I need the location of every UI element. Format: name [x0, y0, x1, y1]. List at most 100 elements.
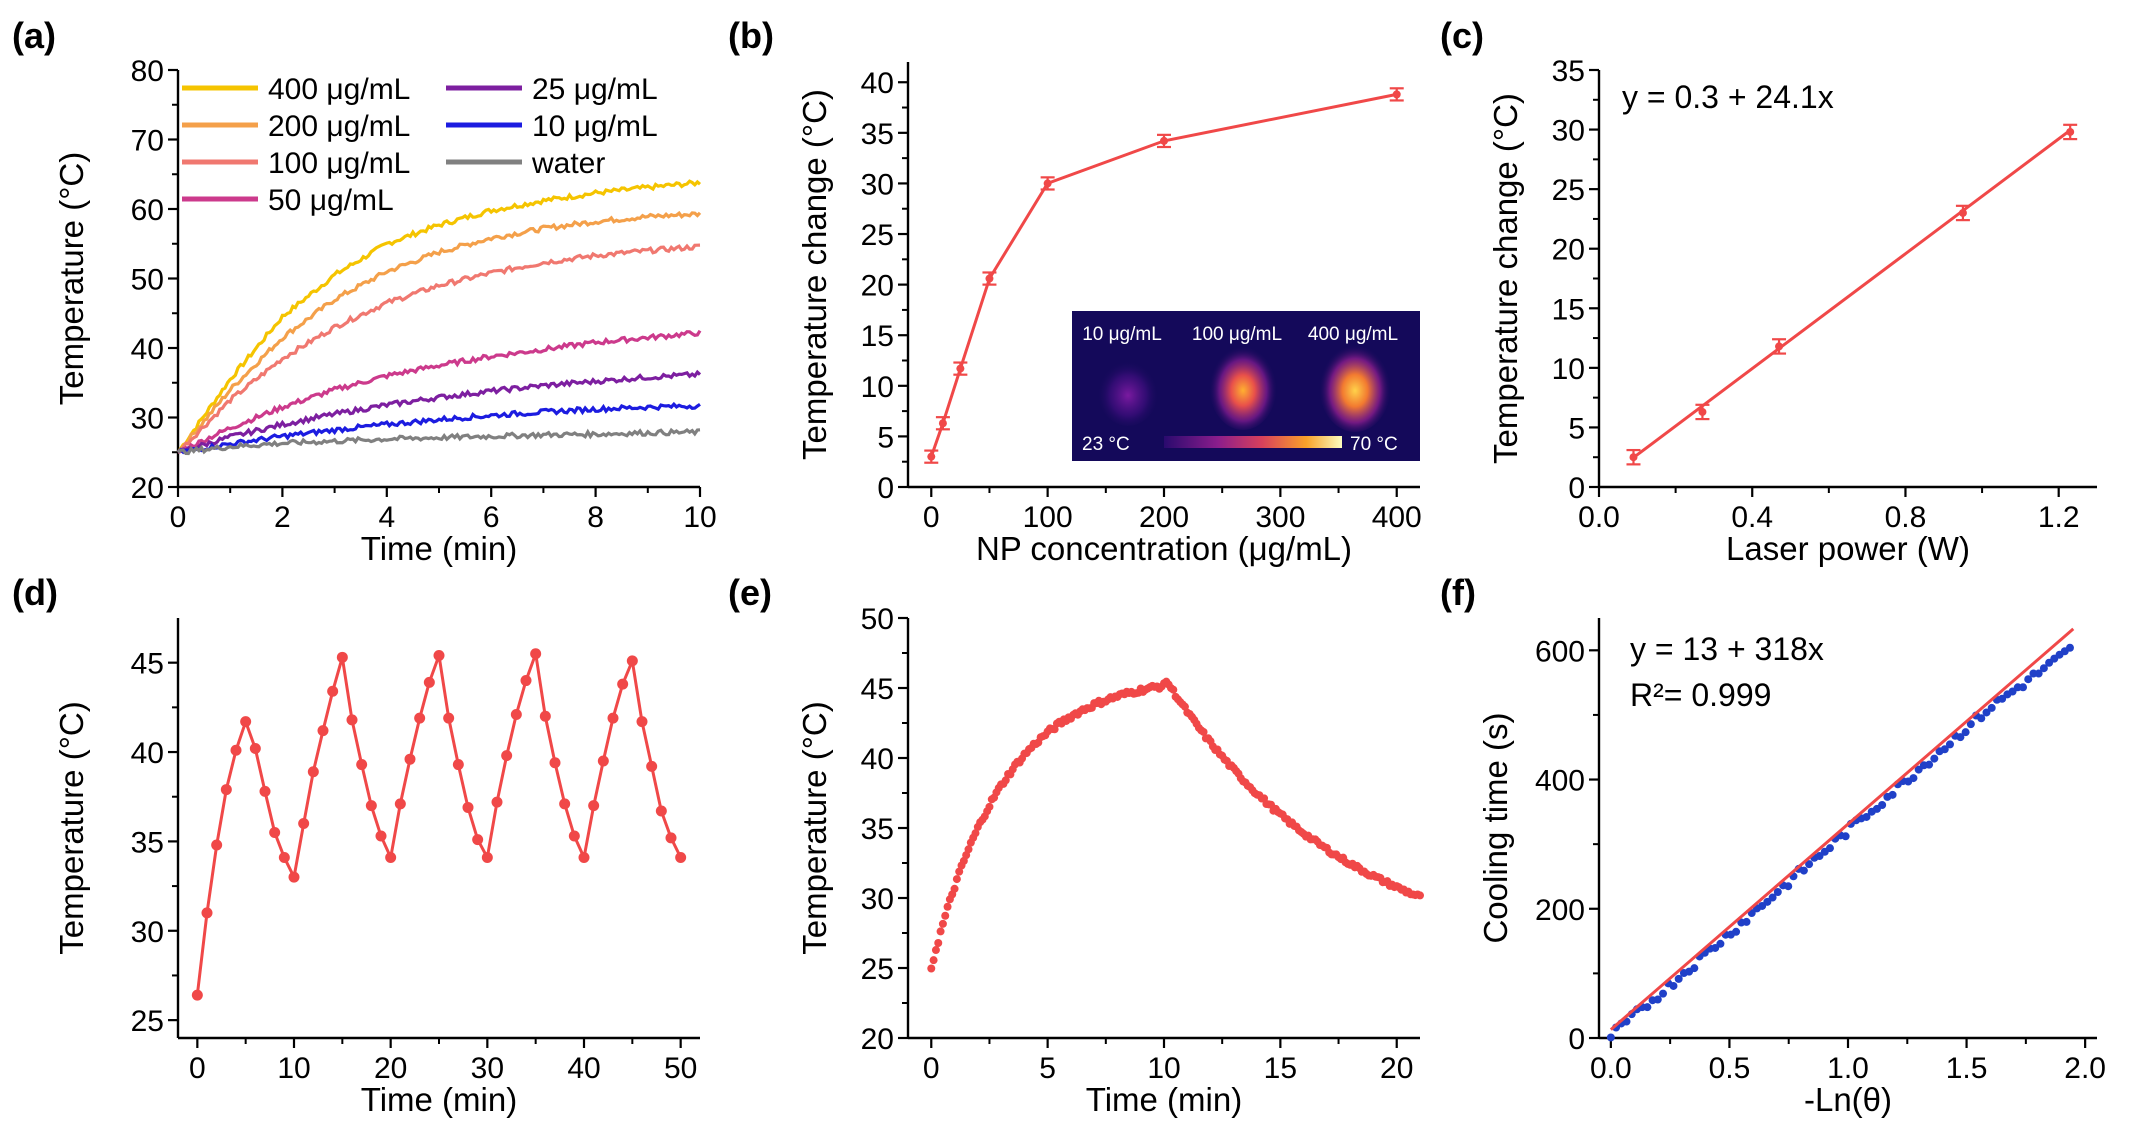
- thermal-inset: 10 μg/mL 100 μg/mL 400 μg/mL 23 °C 70 °C: [1072, 311, 1420, 461]
- data-point: [927, 452, 936, 461]
- y-tick-label: 50: [861, 603, 894, 636]
- y-tick-label: 10: [861, 371, 894, 404]
- data-point: [927, 964, 936, 973]
- series-line: [177, 329, 702, 454]
- y-tick-label: 40: [131, 737, 164, 770]
- x-tick-label: 300: [1255, 501, 1305, 534]
- data-point: [2039, 664, 2048, 673]
- data-point: [1653, 995, 1662, 1004]
- data-point: [597, 755, 609, 767]
- data-point: [1878, 800, 1887, 809]
- y-tick-label: 35: [1552, 55, 1585, 88]
- data-point: [259, 785, 271, 797]
- data-point: [404, 753, 416, 765]
- data-point: [501, 750, 513, 762]
- panel-f: 0.0 0.5 1.0 1.5 2.0 0 200 400 600 -Ln(θ) Cooling t…: [1440, 572, 2106, 1118]
- fit-equation: y = 0.3 + 24.1x: [1622, 79, 1834, 115]
- y-tick-label: 600: [1535, 635, 1585, 668]
- x-tick-label: 10: [1147, 1052, 1180, 1085]
- data-point: [636, 716, 648, 728]
- data-point: [1799, 866, 1808, 875]
- y-tick-label: 30: [131, 403, 164, 436]
- y-axis-label: Temperature change (°C): [796, 89, 833, 460]
- fit-line: [1609, 627, 2075, 1031]
- data-point: [936, 927, 945, 936]
- x-tick-label: 0: [923, 1052, 940, 1085]
- data-point: [211, 839, 223, 851]
- data-point: [423, 676, 435, 688]
- x-tick-label: 10: [277, 1052, 310, 1085]
- data-point: [230, 744, 242, 756]
- y-axis-label: Temperature (°C): [53, 701, 90, 954]
- data-point: [626, 655, 638, 667]
- data-point: [1998, 694, 2007, 703]
- data-point: [249, 742, 261, 754]
- series-line: [176, 179, 702, 454]
- y-tick-label: 15: [1552, 293, 1585, 326]
- x-tick-label: 1.0: [1827, 1052, 1869, 1085]
- data-point: [2034, 669, 2043, 678]
- data-point: [929, 956, 938, 965]
- y-axis-label: Temperature (°C): [53, 152, 90, 405]
- colorbar-min-label: 23 °C: [1082, 434, 1130, 455]
- data-point: [298, 818, 310, 830]
- data-point: [307, 766, 319, 778]
- data-point: [191, 989, 203, 1001]
- y-tick-label: 45: [861, 673, 894, 706]
- y-tick-label: 40: [861, 67, 894, 100]
- data-point: [491, 796, 503, 808]
- colorbar-max-label: 70 °C: [1350, 434, 1398, 455]
- y-tick-label: 40: [131, 333, 164, 366]
- legend-label: 100 μg/mL: [268, 147, 410, 180]
- x-tick-label: 200: [1139, 501, 1189, 534]
- data-point: [1698, 407, 1707, 416]
- data-point: [646, 760, 658, 772]
- legend-label: 10 μg/mL: [532, 110, 658, 143]
- y-tick-label: 30: [861, 168, 894, 201]
- x-tick-label: 0.4: [1731, 501, 1773, 534]
- data-point: [964, 845, 973, 854]
- y-tick-label: 20: [1552, 234, 1585, 267]
- data-point: [220, 784, 232, 796]
- data-point: [938, 919, 947, 928]
- x-tick-label: 1.2: [2038, 501, 2080, 534]
- data-point: [530, 648, 542, 660]
- y-tick-label: 20: [861, 270, 894, 303]
- y-tick-label: 30: [1552, 115, 1585, 148]
- data-point: [952, 875, 961, 884]
- y-tick-label: 50: [131, 264, 164, 297]
- data-point: [559, 798, 571, 810]
- data-point: [2024, 675, 2033, 684]
- y-tick-label: 200: [1535, 894, 1585, 927]
- y-tick-label: 60: [131, 194, 164, 227]
- x-tick-label: 40: [567, 1052, 600, 1085]
- data-point: [934, 938, 943, 947]
- data-point: [539, 710, 551, 722]
- data-point: [2066, 127, 2075, 136]
- x-tick-label: 10: [683, 501, 716, 534]
- data-point: [1982, 708, 1991, 717]
- y-tick-label: 0: [1568, 472, 1585, 505]
- inset-label: 400 μg/mL: [1308, 324, 1398, 345]
- y-tick-label: 25: [861, 219, 894, 252]
- data-point: [1805, 860, 1814, 869]
- legend-label: 200 μg/mL: [268, 110, 410, 143]
- data-point: [1925, 760, 1934, 769]
- y-tick-label: 400: [1535, 765, 1585, 798]
- data-point: [375, 830, 387, 842]
- data-point: [1909, 774, 1918, 783]
- thermal-spot: [1098, 358, 1158, 426]
- data-point: [1987, 703, 1996, 712]
- x-tick-label: 20: [374, 1052, 407, 1085]
- data-point: [549, 757, 561, 769]
- y-tick-label: 40: [861, 743, 894, 776]
- data-point: [1784, 882, 1793, 891]
- data-point: [1643, 1003, 1652, 1012]
- data-point: [1888, 790, 1897, 799]
- y-tick-label: 70: [131, 125, 164, 158]
- data-point: [240, 716, 252, 728]
- data-point: [1775, 342, 1784, 351]
- x-tick-label: 6: [483, 501, 500, 534]
- y-tick-label: 35: [861, 813, 894, 846]
- data-point: [1742, 917, 1751, 926]
